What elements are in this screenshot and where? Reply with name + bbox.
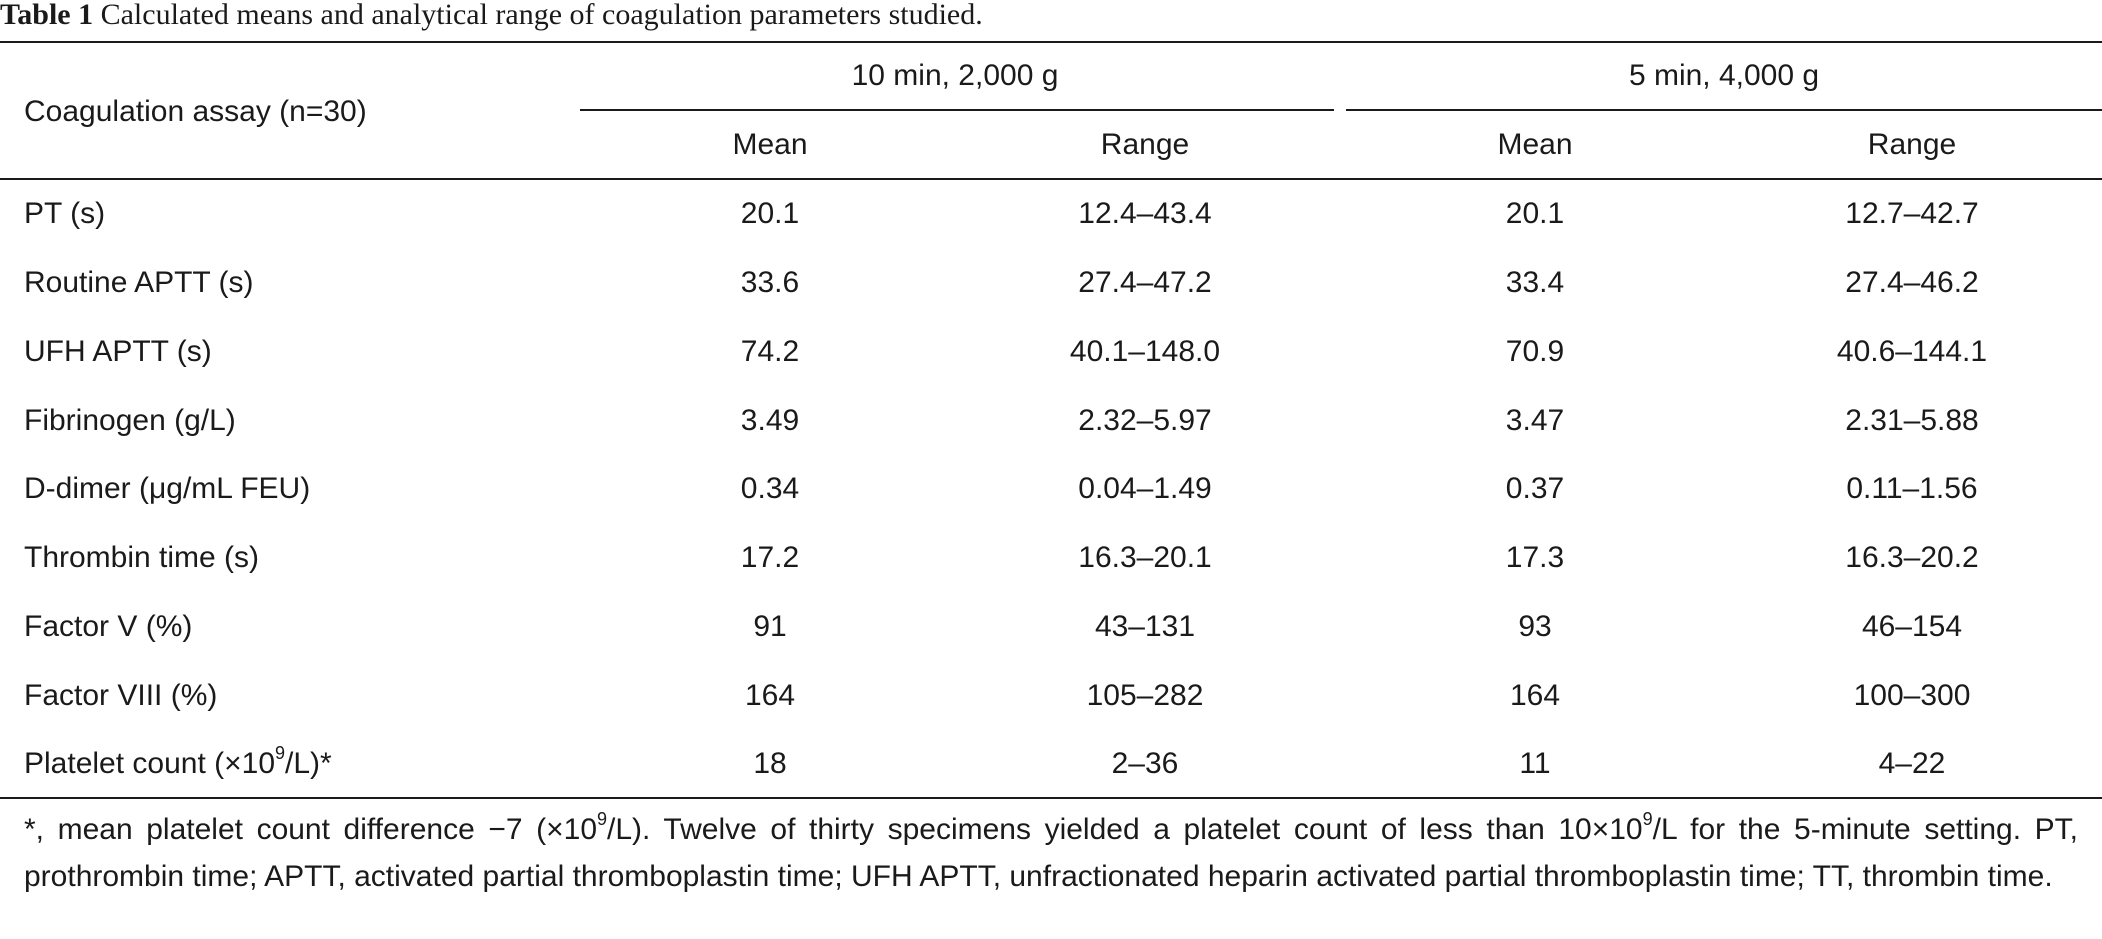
range-5min: 100–300 bbox=[1853, 679, 1971, 712]
range-5min: 40.6–144.1 bbox=[1836, 335, 1988, 368]
table-bottom-rule bbox=[0, 797, 2102, 799]
subheader-range-10min: Range bbox=[1100, 128, 1190, 161]
table-caption-label: Table 1 bbox=[0, 0, 94, 31]
mean-10min: 91 bbox=[753, 610, 787, 643]
range-10min: 2.32–5.97 bbox=[1078, 404, 1212, 437]
range-10min: 12.4–43.4 bbox=[1078, 197, 1212, 230]
mean-10min: 164 bbox=[744, 679, 796, 712]
mean-5min: 0.37 bbox=[1505, 472, 1565, 505]
range-10min: 0.04–1.49 bbox=[1078, 472, 1212, 505]
table-header-rule bbox=[0, 178, 2102, 180]
range-5min: 2.31–5.88 bbox=[1845, 404, 1979, 437]
range-5min: 4–22 bbox=[1878, 747, 1946, 780]
mean-10min: 18 bbox=[753, 747, 787, 780]
subheader-range-5min: Range bbox=[1867, 128, 1957, 161]
assay-name: Factor VIII (%) bbox=[24, 679, 218, 712]
table-caption: Table 1 Calculated means and analytical … bbox=[0, 0, 983, 40]
assay-name: Platelet count (×109/L)* bbox=[24, 744, 332, 784]
mean-5min: 164 bbox=[1509, 679, 1561, 712]
group-header-5min: 5 min, 4,000 g bbox=[1628, 59, 1820, 92]
range-5min: 46–154 bbox=[1861, 610, 1963, 643]
mean-5min: 11 bbox=[1519, 747, 1551, 780]
range-10min: 40.1–148.0 bbox=[1069, 335, 1221, 368]
mean-10min: 74.2 bbox=[740, 335, 800, 368]
mean-5min: 17.3 bbox=[1505, 541, 1565, 574]
assay-name: Thrombin time (s) bbox=[24, 541, 260, 574]
assay-name: UFH APTT (s) bbox=[24, 335, 212, 368]
mean-10min: 17.2 bbox=[740, 541, 800, 574]
mean-10min: 20.1 bbox=[740, 197, 800, 230]
footnote-part3: /L for the 5-minute setting. PT, prothro… bbox=[24, 813, 2078, 893]
row-header-label: Coagulation assay (n=30) bbox=[24, 95, 367, 128]
footnote-part2: /L). Twelve of thirty specimens yielded … bbox=[607, 813, 1643, 846]
range-5min: 27.4–46.2 bbox=[1845, 266, 1979, 299]
range-10min: 27.4–47.2 bbox=[1078, 266, 1212, 299]
mean-10min: 3.49 bbox=[740, 404, 800, 437]
group-underline-10min bbox=[580, 109, 1334, 111]
range-10min: 43–131 bbox=[1094, 610, 1196, 643]
assay-name: Fibrinogen (g/L) bbox=[24, 404, 236, 437]
range-10min: 2–36 bbox=[1111, 747, 1179, 780]
mean-10min: 0.34 bbox=[740, 472, 800, 505]
range-10min: 16.3–20.1 bbox=[1078, 541, 1212, 574]
footnote-sup2: 9 bbox=[1642, 809, 1653, 829]
mean-5min: 20.1 bbox=[1505, 197, 1565, 230]
footnote-part1: *, mean platelet count difference −7 (×1… bbox=[24, 813, 598, 846]
mean-5min: 70.9 bbox=[1505, 335, 1565, 368]
group-header-10min: 10 min, 2,000 g bbox=[851, 59, 1059, 92]
assay-name: PT (s) bbox=[24, 197, 106, 230]
assay-name: Factor V (%) bbox=[24, 610, 193, 643]
table-footnote: *, mean platelet count difference −7 (×1… bbox=[24, 806, 2078, 900]
assay-name-post: /L)* bbox=[285, 747, 332, 780]
mean-10min: 33.6 bbox=[740, 266, 800, 299]
mean-5min: 93 bbox=[1518, 610, 1552, 643]
mean-5min: 3.47 bbox=[1505, 404, 1565, 437]
subheader-mean-10min: Mean bbox=[732, 128, 808, 161]
assay-name-sup: 9 bbox=[275, 743, 286, 763]
range-5min: 16.3–20.2 bbox=[1845, 541, 1979, 574]
range-10min: 105–282 bbox=[1086, 679, 1204, 712]
range-5min: 0.11–1.56 bbox=[1846, 472, 1978, 505]
group-underline-5min bbox=[1346, 109, 2102, 111]
table-top-rule bbox=[0, 41, 2102, 43]
range-5min: 12.7–42.7 bbox=[1845, 197, 1979, 230]
assay-name: D-dimer (μg/mL FEU) bbox=[24, 472, 311, 505]
subheader-mean-5min: Mean bbox=[1497, 128, 1573, 161]
table-caption-text: Calculated means and analytical range of… bbox=[100, 0, 983, 31]
footnote-sup1: 9 bbox=[597, 809, 608, 829]
assay-name: Routine APTT (s) bbox=[24, 266, 254, 299]
mean-5min: 33.4 bbox=[1505, 266, 1565, 299]
assay-name-pre: Platelet count (×10 bbox=[24, 747, 276, 780]
